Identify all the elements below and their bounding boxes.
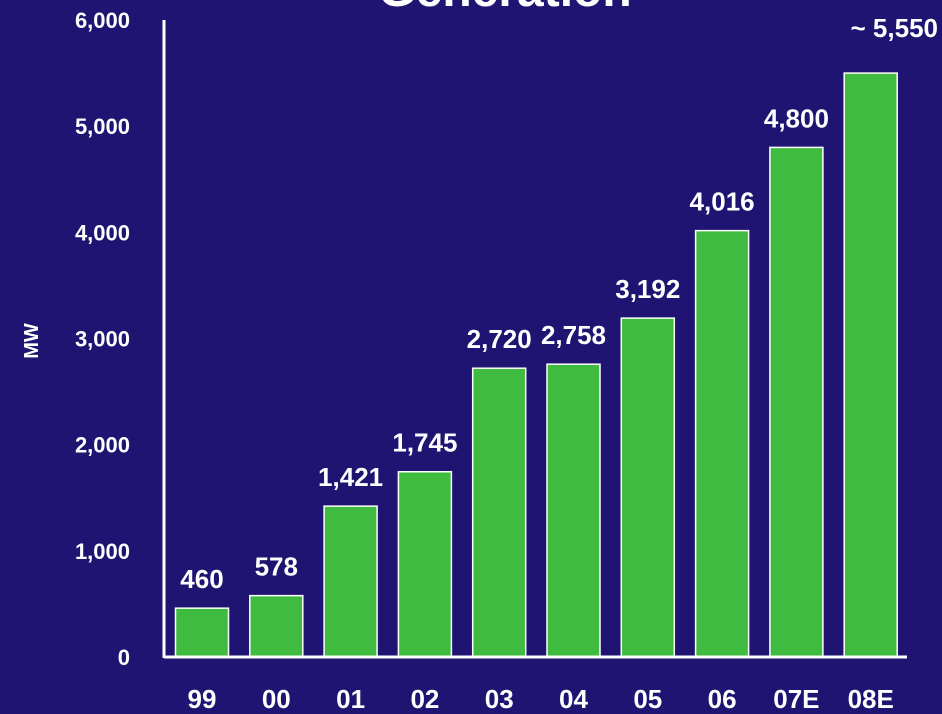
bar-data-label: 1,421 <box>318 462 383 492</box>
bar <box>769 146 824 658</box>
x-category-label: 01 <box>336 684 365 714</box>
y-axis-ticks: 0 1,000 2,000 3,000 4,000 5,000 6,000 <box>75 8 130 670</box>
chart-title: Generation <box>378 0 631 17</box>
bar-data-label: 4,016 <box>690 187 755 217</box>
y-tick-label: 5,000 <box>75 114 130 139</box>
y-tick-label: 6,000 <box>75 8 130 33</box>
x-category-label: 06 <box>708 684 737 714</box>
bar <box>843 72 898 658</box>
bar-data-label: 2,758 <box>541 320 606 350</box>
bar-data-label: 1,745 <box>392 428 457 458</box>
bar <box>694 229 750 658</box>
bar-data-label: 2,720 <box>467 324 532 354</box>
x-category-label: 04 <box>559 684 588 714</box>
y-tick-label: 2,000 <box>75 433 130 458</box>
bar <box>323 505 378 658</box>
bar-data-label: 460 <box>180 564 223 594</box>
bars-group <box>174 72 898 658</box>
bar <box>397 470 453 658</box>
x-category-label: 00 <box>262 684 291 714</box>
bar <box>249 594 304 658</box>
bar-data-label: 4,800 <box>764 103 829 133</box>
y-tick-label: 1,000 <box>75 539 130 564</box>
bar-data-label: 578 <box>255 552 298 582</box>
x-category-label: 07E <box>773 684 819 714</box>
x-category-label: 03 <box>485 684 514 714</box>
y-tick-label: 3,000 <box>75 327 130 352</box>
category-labels-group: 99 00 01 02 03 04 05 06 07E 08E <box>188 684 894 714</box>
bar-data-label: 3,192 <box>615 274 680 304</box>
x-category-label: 05 <box>633 684 662 714</box>
x-category-label: 02 <box>410 684 439 714</box>
bar <box>471 367 527 658</box>
y-tick-label: 0 <box>118 645 130 670</box>
y-tick-label: 4,000 <box>75 220 130 245</box>
bar <box>546 363 601 658</box>
bar <box>620 317 676 658</box>
y-axis-title: MW <box>21 323 43 359</box>
bar-data-label: ~ 5,550 <box>851 13 938 43</box>
x-category-label: 99 <box>188 684 217 714</box>
bar <box>174 607 230 658</box>
x-category-label: 08E <box>848 684 894 714</box>
data-labels-group: 460 578 1,421 1,745 2,720 2,758 3,192 4,016 4,80… <box>180 13 938 594</box>
